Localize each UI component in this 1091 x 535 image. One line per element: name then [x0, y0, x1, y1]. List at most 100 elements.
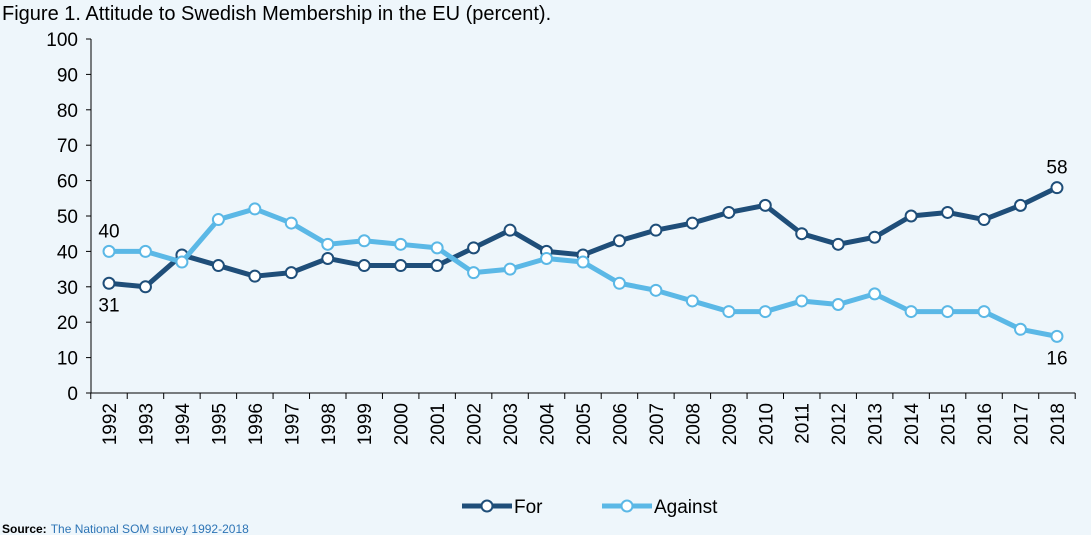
point	[503, 223, 517, 237]
x-tick-label: 1995	[209, 403, 230, 445]
x-tick-label: 2005	[574, 403, 595, 445]
point	[138, 280, 152, 294]
legend-marker	[620, 499, 634, 513]
point	[685, 216, 699, 230]
x-tick-label: 2014	[902, 403, 923, 446]
x-tick-label: 2001	[428, 403, 449, 445]
legend-marker	[480, 499, 494, 513]
point	[576, 255, 590, 269]
x-tick-label: 2007	[647, 403, 668, 445]
x-tick-label: 2006	[610, 403, 631, 445]
point	[758, 198, 772, 212]
point	[175, 255, 189, 269]
x-tick-label: 2017	[1012, 403, 1033, 445]
point	[831, 298, 845, 311]
point	[503, 262, 517, 276]
x-tick-label: 1994	[173, 403, 194, 446]
point	[211, 259, 225, 273]
point	[430, 259, 444, 273]
x-tick-label: 1997	[282, 403, 303, 445]
x-tick-label: 2010	[756, 403, 777, 445]
x-tick-label: 2016	[975, 403, 996, 445]
y-tick-label: 60	[57, 172, 78, 193]
point	[649, 223, 663, 237]
point	[831, 237, 845, 251]
point	[941, 205, 955, 219]
point	[795, 294, 809, 308]
point	[612, 276, 626, 290]
point	[357, 234, 371, 248]
x-tick-label: 1998	[319, 403, 340, 445]
point	[394, 259, 408, 273]
point	[102, 244, 116, 258]
y-tick-label: 90	[57, 65, 78, 86]
point	[722, 205, 736, 219]
data-label: 31	[98, 295, 119, 316]
point	[540, 251, 554, 265]
source: Source: The National SOM survey 1992-2018	[2, 522, 249, 535]
point	[102, 276, 116, 290]
point	[868, 287, 882, 301]
point	[467, 241, 481, 255]
point	[248, 202, 262, 216]
point	[284, 216, 298, 230]
x-tick-label: 2018	[1048, 403, 1069, 445]
point	[612, 234, 626, 248]
legend-label: For	[514, 497, 543, 518]
x-tick-label: 2011	[793, 403, 814, 444]
x-tick-label: 1996	[246, 403, 267, 445]
y-tick-label: 100	[46, 30, 78, 51]
source-label: Source:	[2, 522, 47, 535]
chart-title: Figure 1. Attitude to Swedish Membership…	[2, 3, 551, 25]
point	[248, 269, 262, 283]
x-tick-label: 1993	[136, 403, 157, 445]
point	[430, 241, 444, 255]
x-tick-label: 1992	[100, 403, 121, 445]
point	[685, 294, 699, 308]
point	[211, 213, 225, 227]
x-tick-label: 2009	[720, 403, 741, 445]
x-tick-label: 2008	[683, 403, 704, 445]
x-tick-label: 2004	[538, 403, 559, 446]
x-tick-label: 2003	[501, 403, 522, 445]
point	[795, 227, 809, 241]
point	[977, 305, 991, 319]
y-tick-label: 30	[57, 278, 78, 299]
point	[321, 251, 335, 265]
x-tick-label: 2002	[465, 403, 486, 445]
x-tick-label: 2000	[392, 403, 413, 445]
data-label: 58	[1046, 158, 1067, 179]
legend-label: Against	[654, 497, 718, 518]
point	[977, 213, 991, 227]
y-tick-label: 20	[57, 313, 78, 334]
point	[904, 305, 918, 319]
point	[357, 259, 371, 273]
point	[649, 283, 663, 297]
point	[467, 266, 481, 280]
y-tick-label: 0	[67, 384, 78, 405]
point	[1050, 329, 1064, 343]
x-tick-label: 2015	[939, 403, 960, 445]
point	[394, 237, 408, 251]
data-label: 16	[1046, 348, 1067, 369]
y-tick-label: 50	[57, 207, 78, 228]
source-text: The National SOM survey 1992-2018	[51, 522, 249, 535]
data-label: 40	[98, 221, 119, 242]
point	[284, 266, 298, 280]
point	[941, 305, 955, 319]
y-tick-label: 10	[57, 349, 78, 370]
x-tick-label: 2013	[866, 403, 887, 445]
point	[758, 305, 772, 319]
point	[1014, 198, 1027, 212]
point	[722, 305, 736, 319]
y-tick-label: 70	[57, 136, 78, 157]
x-tick-label: 1999	[355, 403, 376, 445]
y-tick-label: 80	[57, 101, 78, 122]
point	[1014, 322, 1027, 336]
y-tick-label: 40	[57, 242, 78, 263]
point	[138, 244, 152, 258]
x-tick-label: 2012	[829, 403, 850, 445]
point	[1050, 181, 1064, 195]
